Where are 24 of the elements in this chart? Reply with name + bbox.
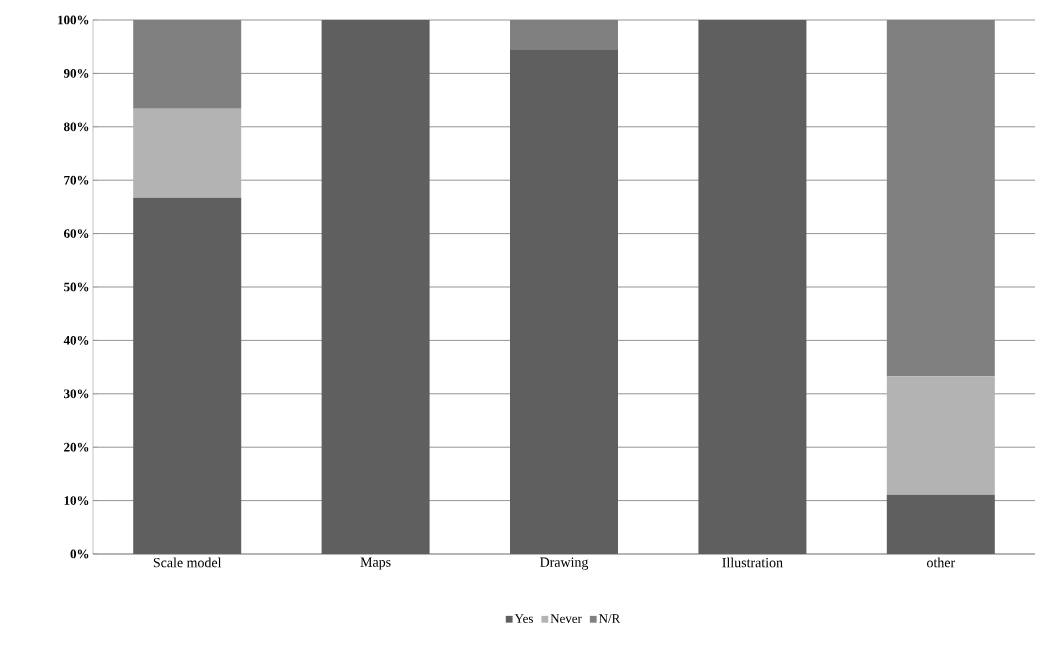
y-tick-label: 100% bbox=[58, 15, 89, 25]
y-tick-label: 20% bbox=[64, 442, 89, 452]
x-tick-label: Scale model bbox=[153, 557, 222, 568]
x-tick-label: Maps bbox=[360, 557, 391, 570]
bar bbox=[133, 19, 242, 109]
y-tick-label: 40% bbox=[63, 336, 89, 345]
bar bbox=[510, 19, 618, 50]
x-tick-label: Illustration bbox=[722, 557, 783, 568]
y-tick-label: 0% bbox=[70, 549, 89, 559]
bar bbox=[886, 376, 995, 495]
y-tick-label: 60% bbox=[64, 229, 89, 238]
y-tick-label: 80% bbox=[64, 122, 89, 132]
legend-label: Yes bbox=[514, 614, 533, 623]
bar bbox=[133, 108, 242, 198]
x-tick-label: other bbox=[927, 557, 956, 568]
y-tick-label: 70% bbox=[64, 175, 89, 185]
x-tick-label: Drawing bbox=[540, 557, 589, 570]
y-tick-label: 10% bbox=[64, 496, 89, 505]
bar bbox=[886, 19, 995, 377]
legend-label: Never bbox=[550, 614, 582, 623]
y-tick-label: 90% bbox=[63, 69, 89, 78]
legend-label: N/R bbox=[599, 614, 621, 623]
y-tick-label: 30% bbox=[64, 389, 89, 399]
y-tick-label: 50% bbox=[64, 282, 89, 292]
